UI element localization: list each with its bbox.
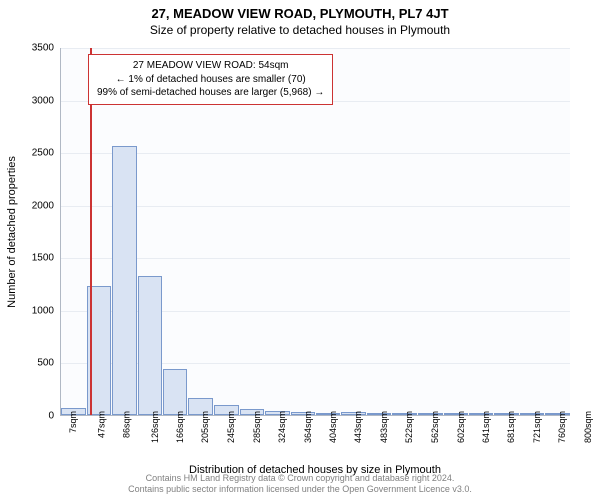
xtick-label: 205sqm [200,411,210,443]
title-block: 27, MEADOW VIEW ROAD, PLYMOUTH, PL7 4JT … [0,0,600,37]
gridline-h [61,258,570,259]
info-line-smaller: ← 1% of detached houses are smaller (70) [97,73,324,87]
xtick-label: 721sqm [532,411,542,443]
histogram-bar [112,146,137,415]
xtick-label: 760sqm [557,411,567,443]
xtick-label: 166sqm [175,411,185,443]
xtick-label: 47sqm [96,411,106,438]
info-line-size: 27 MEADOW VIEW ROAD: 54sqm [97,59,324,73]
xtick-label: 285sqm [252,411,262,443]
xtick-label: 602sqm [456,411,466,443]
ytick-label: 3500 [22,43,54,54]
xtick-label: 443sqm [353,411,363,443]
xtick-label: 800sqm [583,411,593,443]
footer-line2: Contains public sector information licen… [0,484,600,496]
histogram-bar [138,276,163,415]
histogram-bar [163,369,187,415]
footer-attribution: Contains HM Land Registry data © Crown c… [0,473,600,496]
xtick-label: 562sqm [430,411,440,443]
ytick-label: 1000 [22,305,54,316]
xtick-label: 522sqm [404,411,414,443]
ytick-label: 500 [22,358,54,369]
y-axis-label: Number of detached properties [6,156,18,308]
gridline-h [61,153,570,154]
gridline-h [61,48,570,49]
info-callout-box: 27 MEADOW VIEW ROAD: 54sqm ← 1% of detac… [88,54,333,105]
chart-title-desc: Size of property relative to detached ho… [0,23,600,37]
info-line-larger: 99% of semi-detached houses are larger (… [97,86,324,100]
xtick-label: 364sqm [303,411,313,443]
ytick-label: 2500 [22,148,54,159]
xtick-label: 245sqm [226,411,236,443]
xtick-label: 126sqm [150,411,160,443]
xtick-label: 324sqm [277,411,287,443]
ytick-label: 3000 [22,95,54,106]
xtick-label: 7sqm [68,411,78,433]
ytick-label: 1500 [22,253,54,264]
ytick-label: 0 [22,411,54,422]
footer-line1: Contains HM Land Registry data © Crown c… [0,473,600,485]
xtick-label: 86sqm [121,411,131,438]
xtick-label: 681sqm [506,411,516,443]
gridline-h [61,206,570,207]
xtick-label: 404sqm [328,411,338,443]
xtick-label: 483sqm [379,411,389,443]
xtick-label: 641sqm [481,411,491,443]
ytick-label: 2000 [22,200,54,211]
chart-title-address: 27, MEADOW VIEW ROAD, PLYMOUTH, PL7 4JT [0,6,600,21]
